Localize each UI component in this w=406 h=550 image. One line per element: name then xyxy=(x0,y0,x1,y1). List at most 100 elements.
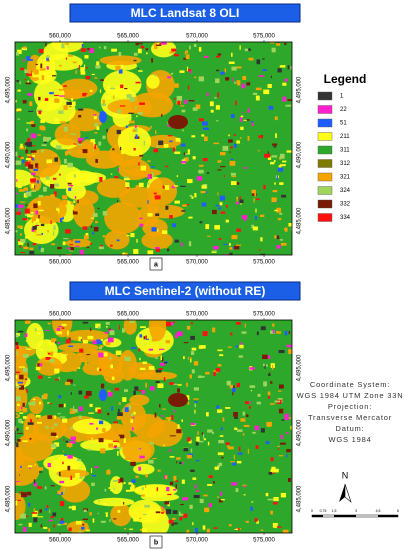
land-cover-patch xyxy=(163,444,165,446)
land-cover-patch xyxy=(51,426,54,429)
land-cover-patch xyxy=(76,458,82,462)
land-cover-patch xyxy=(176,175,179,177)
land-cover-patch xyxy=(34,328,37,332)
land-cover-patch xyxy=(60,518,64,521)
land-cover-patch xyxy=(242,411,245,416)
land-cover-patch xyxy=(148,459,154,464)
land-cover-patch xyxy=(131,484,135,489)
land-cover-patch xyxy=(82,321,89,324)
land-cover-patch xyxy=(66,248,72,250)
land-cover-patch xyxy=(218,207,222,210)
y-coordinate-label: 4,490,000 xyxy=(6,141,12,168)
land-cover-patch xyxy=(123,421,127,424)
land-cover-patch xyxy=(64,454,68,456)
land-cover-patch xyxy=(234,416,238,419)
land-cover-patch xyxy=(25,340,28,342)
land-cover-patch xyxy=(67,176,72,179)
land-cover-patch xyxy=(117,109,121,114)
land-cover-patch xyxy=(77,199,79,204)
land-cover-patch xyxy=(230,172,236,176)
land-cover-patch xyxy=(93,148,98,151)
land-cover-patch xyxy=(196,176,203,181)
land-cover-patch xyxy=(237,83,241,86)
land-cover-region xyxy=(146,74,160,89)
land-cover-patch xyxy=(185,157,189,162)
land-cover-patch xyxy=(27,422,34,425)
land-cover-patch xyxy=(45,329,50,331)
land-cover-patch xyxy=(100,520,106,523)
panel-title: MLC Sentinel-2 (without RE) xyxy=(105,284,266,298)
land-cover-patch xyxy=(48,340,53,345)
land-cover-patch xyxy=(23,526,27,532)
land-cover-patch xyxy=(63,428,69,431)
land-cover-patch xyxy=(205,412,209,417)
land-cover-patch xyxy=(276,175,278,180)
legend-swatch xyxy=(317,186,333,195)
land-cover-patch xyxy=(47,163,54,168)
land-cover-patch xyxy=(22,159,25,164)
land-cover-region xyxy=(36,97,76,125)
land-cover-patch xyxy=(15,160,22,165)
land-cover-patch xyxy=(220,211,226,214)
land-cover-region xyxy=(65,329,109,342)
land-cover-patch xyxy=(33,168,39,171)
land-cover-region xyxy=(133,463,155,475)
land-cover-patch xyxy=(177,388,180,393)
land-cover-patch xyxy=(50,338,57,343)
land-cover-patch xyxy=(290,65,292,70)
land-cover-patch xyxy=(15,375,18,379)
land-cover-patch xyxy=(273,502,278,505)
land-cover-patch xyxy=(78,530,82,533)
land-cover-patch xyxy=(80,357,86,363)
land-cover-patch xyxy=(243,494,246,496)
land-cover-patch xyxy=(150,174,152,178)
land-cover-patch xyxy=(24,378,28,380)
land-cover-patch xyxy=(193,361,199,366)
land-cover-patch xyxy=(33,215,37,221)
land-cover-region xyxy=(130,92,174,118)
land-cover-patch xyxy=(255,87,262,91)
land-cover-patch xyxy=(183,513,188,518)
land-cover-patch xyxy=(81,522,84,528)
land-cover-patch xyxy=(256,401,261,405)
land-cover-patch xyxy=(85,390,92,396)
land-cover-patch xyxy=(68,345,74,347)
land-cover-patch xyxy=(50,485,55,487)
land-cover-patch xyxy=(246,82,251,86)
land-cover-patch xyxy=(193,387,199,391)
land-cover-patch xyxy=(166,486,170,492)
x-coordinate-label: 560,000 xyxy=(49,34,71,40)
land-cover-patch xyxy=(180,242,183,247)
land-cover-patch xyxy=(229,151,231,153)
land-cover-patch xyxy=(24,320,31,324)
land-cover-patch xyxy=(243,167,249,169)
land-cover-patch xyxy=(22,354,29,358)
land-cover-patch xyxy=(117,412,123,417)
land-cover-patch xyxy=(142,361,147,364)
land-cover-patch xyxy=(102,99,105,105)
land-cover-patch xyxy=(179,461,182,465)
land-cover-patch xyxy=(120,146,122,151)
land-cover-patch xyxy=(213,527,218,529)
land-cover-patch xyxy=(167,493,172,496)
land-cover-region xyxy=(61,88,84,100)
land-cover-patch xyxy=(277,390,282,392)
land-cover-patch xyxy=(218,439,225,444)
legend-swatch xyxy=(317,172,333,182)
legend-label: 324 xyxy=(340,188,351,194)
land-cover-patch xyxy=(218,238,222,240)
land-cover-patch xyxy=(59,64,62,67)
land-cover-patch xyxy=(27,213,33,218)
land-cover-patch xyxy=(208,503,212,508)
land-cover-patch xyxy=(228,61,235,64)
land-cover-patch xyxy=(41,149,44,153)
land-cover-patch xyxy=(48,528,51,532)
land-cover-patch xyxy=(70,184,73,189)
land-cover-patch xyxy=(163,377,166,382)
land-cover-patch xyxy=(82,518,89,520)
land-cover-patch xyxy=(150,233,153,236)
land-cover-patch xyxy=(59,520,65,524)
land-cover-patch xyxy=(47,415,53,420)
land-cover-patch xyxy=(15,416,19,419)
land-cover-patch xyxy=(217,349,223,352)
